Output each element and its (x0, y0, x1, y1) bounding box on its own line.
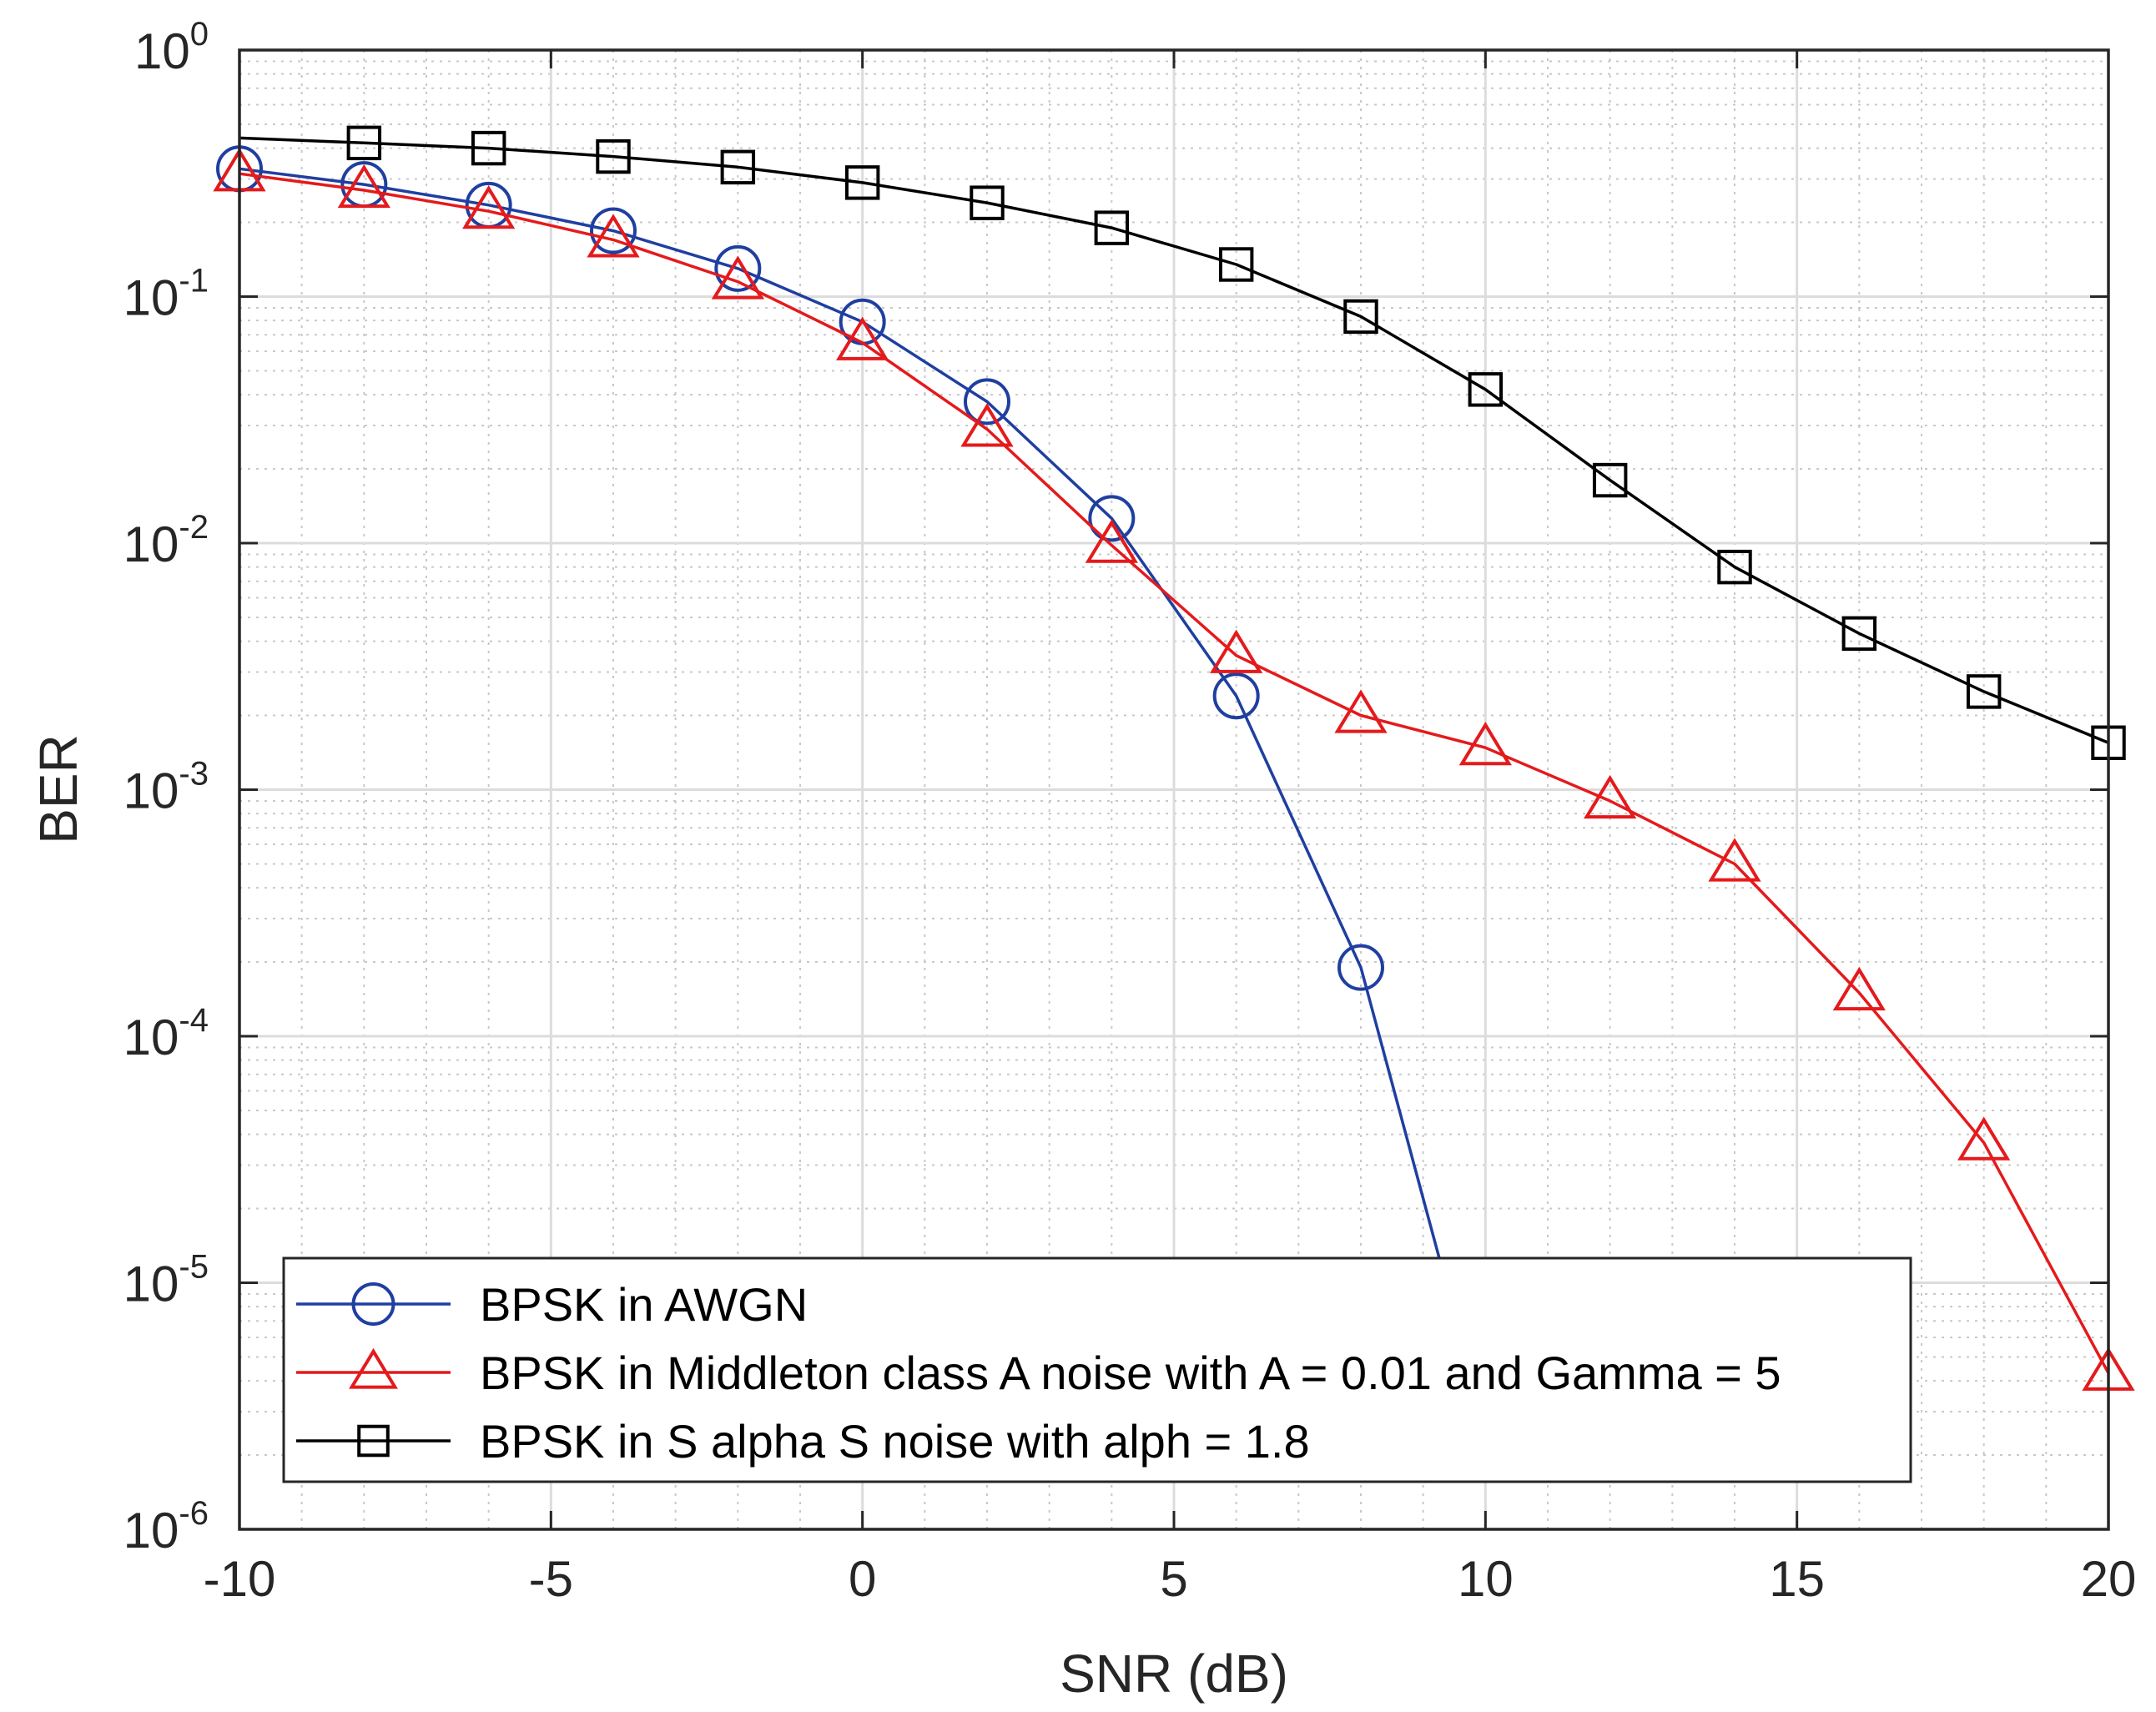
y-tick-exponent: -4 (179, 1002, 209, 1039)
y-tick-label: 100 (134, 16, 209, 79)
y-tick-base: 10 (134, 23, 190, 79)
y-tick-base: 10 (123, 270, 179, 326)
triangle-marker (349, 1347, 398, 1389)
x-tick-label: 15 (1769, 1551, 1825, 1607)
triangle-marker (1334, 689, 1388, 733)
triangle-marker (1584, 774, 1637, 819)
y-tick-exponent: -5 (179, 1249, 209, 1286)
triangle-marker (1458, 722, 1512, 766)
circle-marker (1212, 672, 1260, 720)
y-tick-base: 10 (123, 1010, 179, 1065)
y-axis-label: BER (28, 734, 88, 844)
circle-marker (964, 378, 1010, 425)
y-tick-label: 10-4 (123, 1002, 209, 1065)
x-tick-label: 10 (1458, 1551, 1514, 1607)
circle-marker (714, 244, 762, 292)
triangle-marker (1210, 629, 1263, 673)
square-marker (1717, 549, 1752, 585)
square-marker (1841, 616, 1877, 652)
triangle-marker (960, 403, 1014, 447)
square-marker (1468, 372, 1504, 407)
x-tick-label: 20 (2081, 1551, 2137, 1607)
series-square (239, 125, 2126, 760)
square-marker (1218, 247, 1254, 282)
circle-marker (1088, 495, 1136, 542)
triangle-marker (587, 214, 640, 258)
y-tick-label: 10-3 (123, 756, 209, 819)
triangle-marker (1957, 1116, 2011, 1161)
y-tick-exponent: -1 (179, 263, 209, 300)
legend-label: BPSK in AWGN (480, 1278, 808, 1331)
triangle-marker (1085, 519, 1138, 563)
legend-label: BPSK in Middleton class A noise with A =… (480, 1347, 1781, 1399)
triangle-marker (1832, 966, 1886, 1011)
triangle-marker (337, 164, 390, 209)
series-line (239, 136, 2109, 744)
triangle-marker (836, 316, 889, 360)
circle-marker (1337, 944, 1384, 991)
y-tick-label: 10-5 (123, 1249, 209, 1312)
square-marker (346, 125, 382, 161)
y-tick-base: 10 (123, 1503, 179, 1558)
y-tick-exponent: -6 (179, 1495, 209, 1532)
square-marker (596, 138, 631, 174)
x-tick-label: 0 (849, 1551, 876, 1607)
y-tick-exponent: 0 (190, 16, 209, 53)
legend-box (282, 1256, 1912, 1483)
triangle-marker (462, 184, 516, 229)
y-tick-label: 10-2 (123, 509, 209, 572)
x-tick-label: 5 (1160, 1551, 1187, 1607)
square-marker (471, 130, 506, 166)
square-marker (1094, 210, 1130, 245)
y-tick-base: 10 (123, 763, 179, 819)
x-tick-label: -5 (529, 1551, 573, 1607)
square-marker (1966, 674, 2002, 709)
triangle-marker (711, 255, 764, 300)
square-marker (1592, 462, 1628, 498)
series-layer (213, 125, 2135, 1391)
y-tick-base: 10 (123, 516, 179, 572)
square-marker (970, 185, 1005, 220)
circle-marker (590, 207, 637, 254)
square-marker (357, 1424, 390, 1458)
square-marker (720, 149, 756, 185)
y-tick-exponent: -3 (179, 756, 209, 793)
y-tick-label: 10-6 (123, 1495, 209, 1558)
legend: BPSK in AWGN BPSK in Middleton class A no… (282, 1256, 1912, 1483)
x-tick-label: -10 (204, 1551, 276, 1607)
square-marker (844, 165, 880, 200)
y-tick-exponent: -2 (179, 509, 209, 546)
series-triangle (213, 148, 2135, 1391)
y-tick-label: 10-1 (123, 263, 209, 326)
series-line (239, 172, 2110, 1374)
legend-label: BPSK in S alpha S noise with alph = 1.8 (480, 1415, 1310, 1468)
square-marker (1343, 299, 1378, 335)
triangle-marker (1708, 838, 1761, 882)
x-axis-label: SNR (dB) (1060, 1644, 1288, 1704)
x-axis-ticks: -10 -5 0 5 10 15 20 (204, 50, 2137, 1607)
y-tick-base: 10 (123, 1256, 179, 1312)
circle-marker (351, 1282, 395, 1326)
